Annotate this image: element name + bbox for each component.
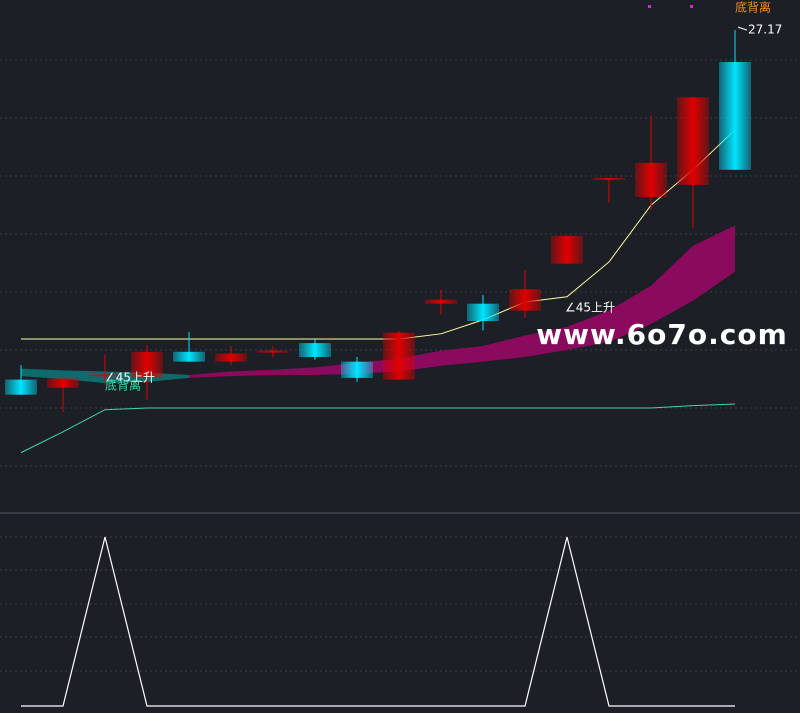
indicator-line xyxy=(20,403,736,454)
candle-body xyxy=(593,177,625,180)
band-segment xyxy=(441,345,483,366)
band-segment xyxy=(231,369,273,377)
band-segment xyxy=(273,367,315,375)
signal-dot xyxy=(648,5,651,8)
candle-body xyxy=(467,303,499,322)
candle-body xyxy=(383,332,415,380)
band-segment xyxy=(189,371,231,378)
band-segment xyxy=(693,225,735,301)
candle-body xyxy=(719,62,751,170)
annotation: 底背离 xyxy=(105,378,141,393)
candle-body xyxy=(257,350,289,353)
candle-body xyxy=(131,351,163,378)
candle-body xyxy=(425,299,457,304)
watermark: www.6o7o.com xyxy=(536,318,788,351)
candle-body xyxy=(299,343,331,357)
band-segment xyxy=(567,310,609,351)
candle-body xyxy=(173,351,205,362)
candle-body xyxy=(551,235,583,264)
high-label: 27.17 xyxy=(748,23,782,37)
annotation: 底背离 xyxy=(735,0,771,15)
candle-body xyxy=(47,378,79,388)
candle-body xyxy=(5,379,37,395)
candle-body xyxy=(89,374,121,377)
band-segment xyxy=(483,335,525,362)
candle-body xyxy=(635,162,667,198)
band-segment xyxy=(21,368,63,380)
annotation: ∠45上升 xyxy=(565,301,615,315)
band-segment xyxy=(525,326,567,357)
signal-line xyxy=(21,536,735,707)
candle-body xyxy=(215,353,247,362)
candle-body xyxy=(509,289,541,311)
band-segment xyxy=(651,245,693,324)
indicator-line xyxy=(21,129,736,340)
annotation: ∠45上升 xyxy=(105,371,155,385)
high-pointer xyxy=(737,26,748,31)
candle-body xyxy=(341,361,373,378)
signal-dot xyxy=(690,5,693,8)
band-segment xyxy=(609,285,651,342)
candle-body xyxy=(677,97,709,185)
